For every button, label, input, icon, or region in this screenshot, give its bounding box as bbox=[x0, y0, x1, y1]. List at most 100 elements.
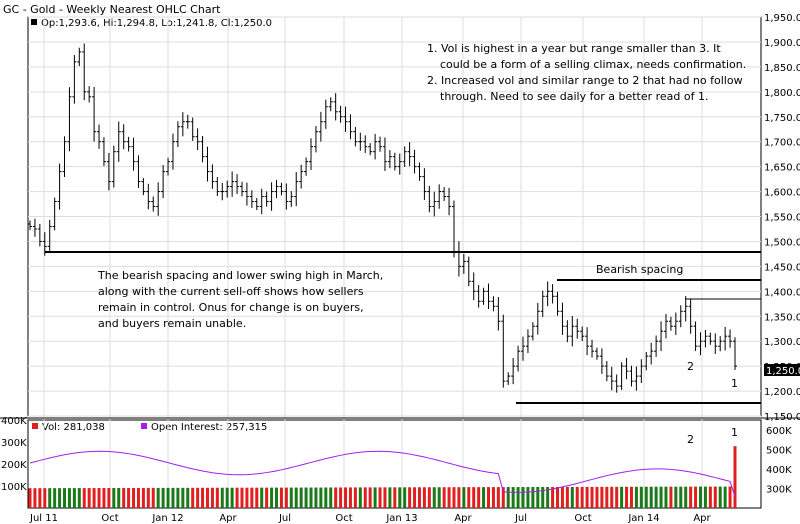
volume-bar bbox=[620, 486, 624, 508]
volume-bar bbox=[63, 488, 67, 508]
volume-bar bbox=[472, 487, 476, 508]
volume-bar bbox=[516, 487, 520, 508]
volume-bar bbox=[294, 487, 298, 508]
volume-bar bbox=[191, 487, 195, 508]
left-note-line-1: The bearish spacing and lower swing high… bbox=[97, 269, 383, 282]
volume-bar bbox=[33, 488, 37, 508]
volume-bar bbox=[644, 486, 648, 508]
time-tick-label: Apr bbox=[454, 513, 472, 524]
volume-bar bbox=[67, 488, 71, 508]
volume-axis: 100K 200K 300K 400K bbox=[1, 416, 27, 493]
left-note-line-2: along with the current sell-off shows ho… bbox=[98, 285, 364, 298]
volume-bar bbox=[585, 486, 589, 508]
volume-bar bbox=[107, 488, 111, 508]
volume-bar bbox=[334, 487, 338, 508]
time-tick-label: Jul 11 bbox=[29, 513, 58, 524]
volume-bar bbox=[610, 486, 614, 508]
price-tick-label: 1,450.0 bbox=[764, 262, 800, 273]
volume-bar bbox=[595, 486, 599, 508]
volume-bar bbox=[92, 488, 96, 508]
volume-bar bbox=[639, 486, 643, 508]
note-2-line-2: through. Need to see daily for a better … bbox=[440, 90, 709, 103]
volume-bar bbox=[703, 486, 707, 508]
volume-bar bbox=[679, 486, 683, 508]
time-tick-label: Oct bbox=[335, 513, 352, 524]
price-tick-label: 1,550.0 bbox=[764, 213, 800, 224]
volume-bar bbox=[723, 486, 727, 508]
price-tick-label: 1,700.0 bbox=[764, 138, 800, 149]
volume-bar bbox=[260, 487, 264, 508]
bearish-spacing-label: Bearish spacing bbox=[596, 263, 683, 276]
volume-bar bbox=[339, 487, 343, 508]
volume-bar bbox=[565, 486, 569, 508]
volume-bar bbox=[560, 486, 564, 508]
volume-bar bbox=[669, 486, 673, 508]
volume-bar bbox=[279, 487, 283, 508]
volume-bar bbox=[250, 487, 254, 508]
volume-bar bbox=[289, 487, 293, 508]
volume-bar bbox=[422, 487, 426, 508]
volume-bar bbox=[551, 486, 555, 508]
volume-bar bbox=[161, 487, 165, 508]
volume-bar bbox=[97, 488, 101, 508]
time-tick-label: Oct bbox=[101, 513, 118, 524]
volume-bar bbox=[417, 487, 421, 508]
volume-bar bbox=[457, 487, 461, 508]
time-tick-label: Jan 12 bbox=[151, 513, 183, 524]
vol-marker-1: 1 bbox=[731, 426, 738, 439]
volume-bar bbox=[196, 487, 200, 508]
volume-tick-label: 300K bbox=[1, 438, 27, 449]
volume-bar bbox=[728, 486, 732, 508]
price-tick-label: 1,400.0 bbox=[764, 287, 800, 298]
left-note-line-4: and buyers remain unable. bbox=[98, 317, 246, 330]
volume-tick-label: 200K bbox=[1, 460, 27, 471]
volume-bar bbox=[275, 487, 279, 508]
volume-bar bbox=[363, 487, 367, 508]
volume-bar bbox=[309, 487, 313, 508]
volume-bar bbox=[496, 487, 500, 508]
price-tick-label: 1,850.0 bbox=[764, 63, 800, 74]
oi-tick-label: 400K bbox=[766, 465, 792, 476]
volume-bar bbox=[299, 487, 303, 508]
volume-bar bbox=[136, 487, 140, 508]
marker-1: 1 bbox=[731, 377, 738, 390]
volume-bar bbox=[664, 486, 668, 508]
volume-bar bbox=[72, 488, 76, 508]
volume-bar bbox=[427, 487, 431, 508]
volume-bar bbox=[511, 487, 515, 508]
volume-bar bbox=[388, 487, 392, 508]
volume-bar bbox=[408, 487, 412, 508]
volume-bar bbox=[482, 487, 486, 508]
volume-bar bbox=[48, 488, 52, 508]
volume-bar bbox=[348, 487, 352, 508]
volume-bar bbox=[378, 487, 382, 508]
volume-bar bbox=[319, 487, 323, 508]
price-tick-label: 1,500.0 bbox=[764, 237, 800, 248]
volume-bar bbox=[127, 487, 131, 508]
price-tick-label: 1,350.0 bbox=[764, 312, 800, 323]
volume-bar bbox=[580, 486, 584, 508]
volume-bar bbox=[590, 486, 594, 508]
volume-bar bbox=[733, 446, 737, 508]
volume-legend: Vol: 281,038 Open Interest: 257,315 bbox=[32, 422, 267, 433]
volume-bar bbox=[521, 487, 525, 508]
volume-bar bbox=[43, 488, 47, 508]
volume-bar bbox=[270, 487, 274, 508]
volume-bar bbox=[132, 487, 136, 508]
volume-bar bbox=[28, 488, 32, 508]
volume-bar bbox=[694, 486, 698, 508]
volume-bar bbox=[447, 487, 451, 508]
volume-bar bbox=[122, 487, 126, 508]
volume-bar bbox=[235, 487, 239, 508]
volume-bar bbox=[240, 487, 244, 508]
note-1-line-2: could be a form of a selling climax, nee… bbox=[440, 58, 746, 71]
vol-legend-swatch bbox=[32, 423, 38, 429]
volume-bar bbox=[38, 488, 42, 508]
time-tick-label: Apr bbox=[693, 513, 711, 524]
price-tick-label: 1,950.0 bbox=[764, 13, 800, 24]
marker-2: 2 bbox=[687, 360, 694, 373]
volume-bar bbox=[708, 486, 712, 508]
volume-bar bbox=[156, 487, 160, 508]
volume-bar bbox=[403, 487, 407, 508]
volume-bar bbox=[87, 488, 91, 508]
